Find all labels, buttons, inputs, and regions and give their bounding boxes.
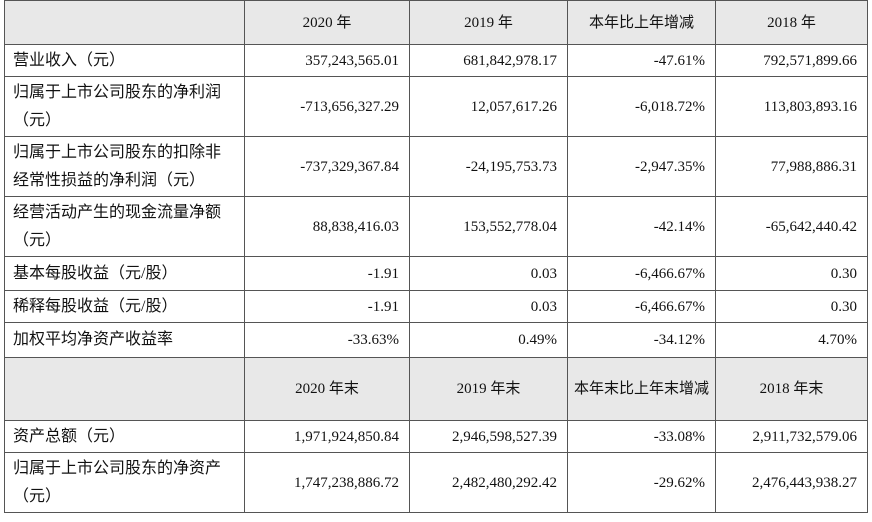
data-row: 加权平均净资产收益率 -33.63% 0.49% -34.12% 4.70% [4,322,868,358]
header-cell: 2019 年末 [409,357,568,421]
financial-table: 2020 年 2019 年本年比上年增减 2018 年营业收入（元） 357,243,… [4,0,868,513]
row-label: 归属于上市公司股东的扣除非经常性损益的净利润（元） [4,136,245,197]
value-cell: 1,971,924,850.84 [244,420,410,453]
data-row: 归属于上市公司股东的净资产（元） 1,747,238,886.72 2,482,48… [4,452,868,513]
value-cell: 12,057,617.26 [409,76,568,137]
row-label: 加权平均净资产收益率 [4,322,245,358]
value-cell: -6,018.72% [567,76,716,137]
header-row: 2020 年 2019 年本年比上年增减 2018 年 [4,0,868,45]
value-cell: -65,642,440.42 [715,196,868,257]
value-cell: -29.62% [567,452,716,513]
value-cell: -42.14% [567,196,716,257]
header-cell: 2019 年 [409,0,568,45]
value-cell: 153,552,778.04 [409,196,568,257]
value-cell: -24,195,753.73 [409,136,568,197]
data-row: 归属于上市公司股东的净利润（元） -713,656,327.29 12,057,61… [4,76,868,137]
value-cell: 0.49% [409,322,568,358]
value-cell: -713,656,327.29 [244,76,410,137]
value-cell: -47.61% [567,44,716,77]
row-label: 经营活动产生的现金流量净额（元） [4,196,245,257]
value-cell: 792,571,899.66 [715,44,868,77]
value-cell: 0.03 [409,256,568,291]
header-cell [4,357,245,421]
row-label: 归属于上市公司股东的净资产（元） [4,452,245,513]
data-row: 基本每股收益（元/股） -1.91 0.03 -6,466.67% 0.30 [4,256,868,291]
row-label: 资产总额（元） [4,420,245,453]
row-label: 稀释每股收益（元/股） [4,290,245,323]
value-cell: -1.91 [244,256,410,291]
header-cell: 2018 年 [715,0,868,45]
value-cell: -34.12% [567,322,716,358]
data-row: 资产总额（元） 1,971,924,850.84 2,946,598,527.39-… [4,420,868,453]
value-cell: 77,988,886.31 [715,136,868,197]
header-cell: 2020 年末 [244,357,410,421]
value-cell: -2,947.35% [567,136,716,197]
value-cell: -737,329,367.84 [244,136,410,197]
value-cell: 681,842,978.17 [409,44,568,77]
header-cell: 2018 年末 [715,357,868,421]
value-cell: 0.03 [409,290,568,323]
data-row: 营业收入（元） 357,243,565.01 681,842,978.17 -47.6… [4,44,868,77]
value-cell: -33.08% [567,420,716,453]
value-cell: -6,466.67% [567,256,716,291]
value-cell: -6,466.67% [567,290,716,323]
header-row: 2020 年末 2019 年末 本年末比上年末增减 2018 年末 [4,357,868,421]
value-cell: 2,476,443,938.27 [715,452,868,513]
value-cell: 4.70% [715,322,868,358]
value-cell: -33.63% [244,322,410,358]
header-cell [4,0,245,45]
data-row: 稀释每股收益（元/股） -1.91 0.03 -6,466.67% 0.30 [4,290,868,323]
value-cell: 2,482,480,292.42 [409,452,568,513]
row-label: 基本每股收益（元/股） [4,256,245,291]
header-cell: 本年末比上年末增减 [567,357,716,421]
row-label: 营业收入（元） [4,44,245,77]
value-cell: 0.30 [715,290,868,323]
value-cell: 357,243,565.01 [244,44,410,77]
value-cell: 1,747,238,886.72 [244,452,410,513]
value-cell: 88,838,416.03 [244,196,410,257]
data-row: 归属于上市公司股东的扣除非经常性损益的净利润（元） -737,329,367.84… [4,136,868,197]
value-cell: 113,803,893.16 [715,76,868,137]
value-cell: 2,911,732,579.06 [715,420,868,453]
row-label: 归属于上市公司股东的净利润（元） [4,76,245,137]
data-row: 经营活动产生的现金流量净额（元） 88,838,416.03 153,552,778… [4,196,868,257]
value-cell: 2,946,598,527.39 [409,420,568,453]
header-cell: 2020 年 [244,0,410,45]
value-cell: 0.30 [715,256,868,291]
header-cell: 本年比上年增减 [567,0,716,45]
value-cell: -1.91 [244,290,410,323]
